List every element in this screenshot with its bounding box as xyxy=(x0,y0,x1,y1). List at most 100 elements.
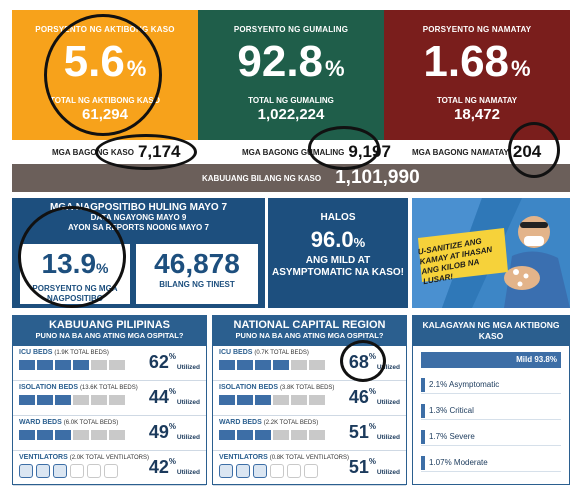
bed-icon xyxy=(291,395,307,405)
hospital-header: KABUUANG PILIPINAS PUNO NA BA ANG ATING … xyxy=(13,316,206,346)
hospital-row: ICU BEDS (0.7K TOTAL BEDS) 68% Utilized xyxy=(213,346,406,381)
hospital-subtitle: PUNO NA BA ANG ATING MGA OSPITAL? xyxy=(235,331,384,340)
bed-icon xyxy=(219,360,235,370)
active-cases-panel: PORSYENTO NG AKTIBONG KASO 5.6% TOTAL NG… xyxy=(12,10,198,140)
bed-icon xyxy=(255,395,271,405)
ventilator-icon xyxy=(236,464,250,478)
recovered-title: PORSYENTO NG GUMALING xyxy=(233,25,349,34)
ventilator-icon xyxy=(87,464,101,478)
positivity-rate-box: 13.9% PORSYENTO NG MGA NAGPOSITIBO xyxy=(20,244,130,304)
utilized-label: Utilized xyxy=(176,364,200,371)
hospital-row: VENTILATORS (2.0K TOTAL VENTILATORS) 42% U… xyxy=(13,451,206,486)
utilization-bars xyxy=(19,360,125,370)
bed-icon xyxy=(291,430,307,440)
bed-icon xyxy=(73,395,89,405)
bed-icon xyxy=(255,360,271,370)
recovered-total-value: 1,022,224 xyxy=(257,106,325,123)
tested-box: 46,878 BILANG NG TINEST xyxy=(136,244,258,304)
hospital-row: WARD BEDS (6.0K TOTAL BEDS) 49% Utilized xyxy=(13,416,206,451)
utilization-bars xyxy=(19,395,125,405)
new-recovered: MGA BAGONG GUMALING 9,197 xyxy=(242,142,391,161)
hospital-row: ICU BEDS (1.9K TOTAL BEDS) 62% Utilized xyxy=(13,346,206,381)
bed-icon xyxy=(37,395,53,405)
ventilator-icon xyxy=(104,464,118,478)
utilization-percent: 51% xyxy=(348,422,376,442)
bed-icon xyxy=(309,430,325,440)
utilization-percent: 62% xyxy=(148,352,176,372)
bed-icon xyxy=(109,430,125,440)
new-cases-row: MGA BAGONG KASO 7,174 MGA BAGONG GUMALING… xyxy=(12,140,570,164)
total-cases-label: KABUUANG BILANG NG KASO xyxy=(202,173,322,183)
positivity-rate: 13.9% xyxy=(41,248,109,279)
utilized-label: Utilized xyxy=(176,469,200,476)
health-worker-illustration-icon xyxy=(412,198,570,308)
bed-icon xyxy=(219,395,235,405)
bed-icon xyxy=(37,430,53,440)
active-total-label: TOTAL NG AKTIBONG KASO xyxy=(50,96,160,105)
ventilator-icon xyxy=(287,464,301,478)
ventilator-icon xyxy=(219,464,233,478)
ventilator-icon xyxy=(19,464,33,478)
utilization-percent: 68% xyxy=(348,352,376,372)
positivity-source: AYON SA REPORTS NOONG MAYO 7 xyxy=(68,223,209,232)
bed-icon xyxy=(19,360,35,370)
mild-halos: HALOS xyxy=(320,212,356,223)
bed-icon xyxy=(273,430,289,440)
bed-icon xyxy=(55,430,71,440)
bed-icon xyxy=(91,360,107,370)
row-label: WARD BEDS (6.0K TOTAL BEDS) xyxy=(19,419,119,426)
total-cases-bar: KABUUANG BILANG NG KASO 1,101,990 xyxy=(12,164,570,192)
utilization-percent: 46% xyxy=(348,387,376,407)
bed-icon xyxy=(19,395,35,405)
new-deaths: MGA BAGONG NAMATAY 204 xyxy=(412,142,542,161)
bed-icon xyxy=(73,360,89,370)
utilization-bars xyxy=(219,395,325,405)
sanitize-poster: U-SANITIZE ANG KAMAY AT IHASAN ANG KILOB… xyxy=(412,198,570,308)
bed-icon xyxy=(219,430,235,440)
recovered-panel: PORSYENTO NG GUMALING 92.8% TOTAL NG GUM… xyxy=(198,10,384,140)
utilization-bars xyxy=(19,464,118,478)
status-item: 2.1% Asymptomatic xyxy=(421,376,561,394)
ventilator-icon xyxy=(70,464,84,478)
utilization-bars xyxy=(219,464,318,478)
mild-text: ANG MILD AT ASYMPTOMATIC NA KASO! xyxy=(271,255,405,278)
hospital-row: WARD BEDS (2.2K TOTAL BEDS) 51% Utilized xyxy=(213,416,406,451)
bed-icon xyxy=(309,360,325,370)
utilized-label: Utilized xyxy=(376,364,400,371)
hospital-header: NATIONAL CAPITAL REGION PUNO NA BA ANG A… xyxy=(213,316,406,346)
utilization-percent: 44% xyxy=(148,387,176,407)
bed-icon xyxy=(309,395,325,405)
bed-icon xyxy=(91,430,107,440)
bed-icon xyxy=(55,395,71,405)
bed-icon xyxy=(109,395,125,405)
hospital-subtitle: PUNO NA BA ANG ATING MGA OSPITAL? xyxy=(35,331,184,340)
bed-icon xyxy=(273,395,289,405)
utilization-percent: 51% xyxy=(348,457,376,477)
utilization-percent: 49% xyxy=(148,422,176,442)
recovered-percent: 92.8% xyxy=(237,37,345,86)
tested-value: 46,878 xyxy=(154,248,240,279)
status-title: KALAGAYAN NG MGA AKTIBONG KASO xyxy=(413,316,569,346)
utilization-bars xyxy=(19,430,125,440)
positivity-date: DATA NGAYONG MAYO 9 xyxy=(90,213,187,222)
hospital-title: NATIONAL CAPITAL REGION xyxy=(233,319,386,331)
row-label: ISOLATION BEDS (13.6K TOTAL BEDS) xyxy=(19,384,138,391)
bed-icon xyxy=(91,395,107,405)
new-cases: MGA BAGONG KASO 7,174 xyxy=(52,142,181,161)
deaths-total-value: 18,472 xyxy=(454,106,500,123)
hospital-row: ISOLATION BEDS (3.8K TOTAL BEDS) 46% Utili… xyxy=(213,381,406,416)
bed-icon xyxy=(73,430,89,440)
active-percent: 5.6% xyxy=(63,37,147,86)
bed-icon xyxy=(55,360,71,370)
row-label: WARD BEDS (2.2K TOTAL BEDS) xyxy=(219,419,319,426)
status-item: 1.3% Critical xyxy=(421,402,561,420)
positivity-panel: MGA NAGPOSITIBO HULING MAYO 7 DATA NGAYO… xyxy=(12,198,265,308)
ventilator-icon xyxy=(53,464,67,478)
bed-icon xyxy=(255,430,271,440)
active-total-value: 61,294 xyxy=(82,106,128,123)
deaths-total-label: TOTAL NG NAMATAY xyxy=(436,96,518,105)
positivity-rate-label: PORSYENTO NG MGA NAGPOSITIBO xyxy=(32,284,118,303)
row-label: VENTILATORS (2.0K TOTAL VENTILATORS) xyxy=(19,454,149,461)
hospital-row: VENTILATORS (0.8K TOTAL VENTILATORS) 51% U… xyxy=(213,451,406,486)
recovered-total-label: TOTAL NG GUMALING xyxy=(248,96,334,105)
